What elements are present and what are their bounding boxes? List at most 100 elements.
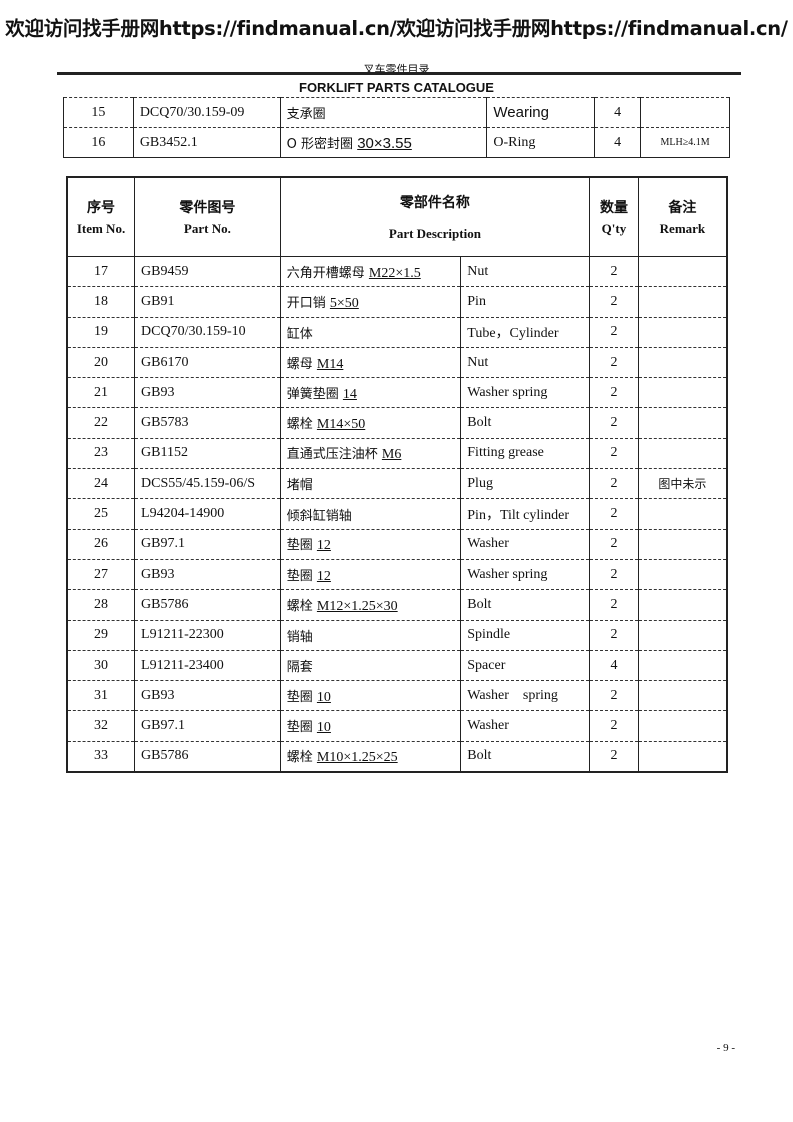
spec: 12 <box>316 568 331 584</box>
part-name-cn: 六角开槽螺母 M22×1.5 <box>279 256 462 288</box>
quantity: 2 <box>589 680 639 712</box>
table-row: 18 GB91 开口销 5×50 Pin 2 <box>66 286 728 318</box>
part-name-cn: 螺母 M14 <box>279 347 462 379</box>
remark <box>637 286 728 318</box>
name-cn: 销轴 <box>286 629 313 645</box>
remark <box>637 438 728 470</box>
table-row: 32 GB97.1 垫圈 10 Washer 2 <box>66 710 728 742</box>
name-cn: 弹簧垫圈 <box>286 386 339 402</box>
part-name-cn: 开口销 5×50 <box>279 286 462 318</box>
part-name-en: Spacer <box>460 650 591 682</box>
quantity: 2 <box>589 377 639 409</box>
table-row: 31 GB93 垫圈 10 Washer spring 2 <box>66 680 728 712</box>
quantity: 2 <box>589 589 639 621</box>
part-name-en: O-Ring <box>486 127 596 158</box>
col-part-en: Part No. <box>183 221 231 236</box>
part-number: DCQ70/30.159-10 <box>134 317 281 348</box>
remark <box>637 589 728 621</box>
col-desc-cn: 零部件名称 <box>399 195 470 211</box>
quantity: 2 <box>589 559 639 591</box>
item-number: 30 <box>66 650 136 682</box>
name-cn: 缸体 <box>286 326 313 342</box>
remark <box>637 407 728 439</box>
part-number: L91211-23400 <box>134 650 281 682</box>
name-cn: 支承圈 <box>286 107 326 122</box>
name-cn: 螺母 <box>286 356 313 372</box>
table-row: 28 GB5786 螺栓 M12×1.25×30 Bolt 2 <box>66 589 728 621</box>
catalogue-title-en: FORKLIFT PARTS CATALOGUE <box>299 80 494 95</box>
part-name-en: Washer spring <box>460 559 591 591</box>
remark <box>637 710 728 742</box>
quantity: 2 <box>589 620 639 651</box>
quantity: 2 <box>589 438 639 470</box>
table-row: 19 DCQ70/30.159-10 缸体 Tube，Cylinder 2 <box>66 317 728 348</box>
name-cn: 垫圈 <box>286 568 313 584</box>
part-name-en: Nut <box>460 347 591 379</box>
spec: 5×50 <box>329 295 359 311</box>
name-cn: 开口销 <box>286 295 326 311</box>
part-name-en: Spindle <box>460 620 591 651</box>
remark <box>637 347 728 379</box>
item-number: 28 <box>66 589 136 621</box>
table-row: 16 GB3452.1 O 形密封圈 30×3.55 O-Ring 4 MLH≥4.1M <box>63 127 730 158</box>
remark <box>637 741 728 773</box>
col-part-cn: 零件图号 <box>179 200 236 216</box>
page-number: - 9 - <box>716 1042 735 1054</box>
table-row: 29 L91211-22300 销轴 Spindle 2 <box>66 620 728 651</box>
part-number: GB6170 <box>134 347 281 379</box>
remark <box>637 256 728 288</box>
part-number: GB91 <box>134 286 281 318</box>
part-name-en: Fitting grease <box>460 438 591 470</box>
quantity: 2 <box>589 256 639 288</box>
table-row: 21 GB93 弹簧垫圈 14 Washer spring 2 <box>66 377 728 409</box>
remark <box>637 650 728 682</box>
remark: 图中未示 <box>637 468 728 500</box>
quantity: 2 <box>589 468 639 500</box>
quantity: 4 <box>589 650 639 682</box>
name-cn: 堵帽 <box>286 478 313 494</box>
col-remark-en: Remark <box>659 221 706 236</box>
table-row: 24 DCS55/45.159-06/S 堵帽 Plug 2 图中未示 <box>66 468 728 500</box>
table-row: 15 DCQ70/30.159-09 支承圈 Wearing 4 <box>63 97 730 128</box>
item-number: 20 <box>66 347 136 379</box>
part-name-cn: 螺栓 M10×1.25×25 <box>279 741 462 773</box>
part-number: GB93 <box>134 559 281 591</box>
part-number: GB9459 <box>134 256 281 288</box>
quantity: 2 <box>589 498 639 530</box>
part-name-cn: 销轴 <box>279 620 462 651</box>
item-number: 17 <box>66 256 136 288</box>
header-rule <box>57 72 741 75</box>
col-remark-cn: 备注 <box>668 200 697 216</box>
quantity: 4 <box>594 127 642 158</box>
part-name-en: Nut <box>460 256 591 288</box>
part-number: GB5786 <box>134 589 281 621</box>
col-item-en: Item No. <box>76 221 126 236</box>
name-cn: 螺栓 <box>286 598 313 614</box>
name-cn: O 形密封圈 <box>286 137 354 152</box>
table-row: 27 GB93 垫圈 12 Washer spring 2 <box>66 559 728 591</box>
table-row: 33 GB5786 螺栓 M10×1.25×25 Bolt 2 <box>66 741 728 773</box>
part-number: L91211-22300 <box>134 620 281 651</box>
remark <box>640 97 730 128</box>
part-name-cn: 弹簧垫圈 14 <box>279 377 462 409</box>
table-row: 26 GB97.1 垫圈 12 Washer 2 <box>66 529 728 560</box>
table-row: 23 GB1152 直通式压注油杯 M6 Fitting grease 2 <box>66 438 728 470</box>
remark <box>637 559 728 591</box>
quantity: 2 <box>589 317 639 348</box>
part-name-cn: 堵帽 <box>279 468 462 500</box>
part-number: GB93 <box>134 680 281 712</box>
part-name-cn: 隔套 <box>279 650 462 682</box>
item-number: 21 <box>66 377 136 409</box>
name-cn: 隔套 <box>286 660 313 675</box>
item-number: 26 <box>66 529 136 560</box>
col-qty-en: Q'ty <box>601 221 627 236</box>
col-desc-en: Part Description <box>388 226 481 241</box>
remark <box>637 317 728 348</box>
item-number: 32 <box>66 710 136 742</box>
part-number: DCS55/45.159-06/S <box>134 468 281 500</box>
table-row: 20 GB6170 螺母 M14 Nut 2 <box>66 347 728 379</box>
part-name-cn: 垫圈 12 <box>279 529 462 560</box>
table-row: 25 L94204-14900 倾斜缸销轴 Pin，Tilt cylinder 2 <box>66 498 728 530</box>
spec: 30×3.55 <box>357 135 412 152</box>
part-name-cn: 螺栓 M12×1.25×30 <box>279 589 462 621</box>
